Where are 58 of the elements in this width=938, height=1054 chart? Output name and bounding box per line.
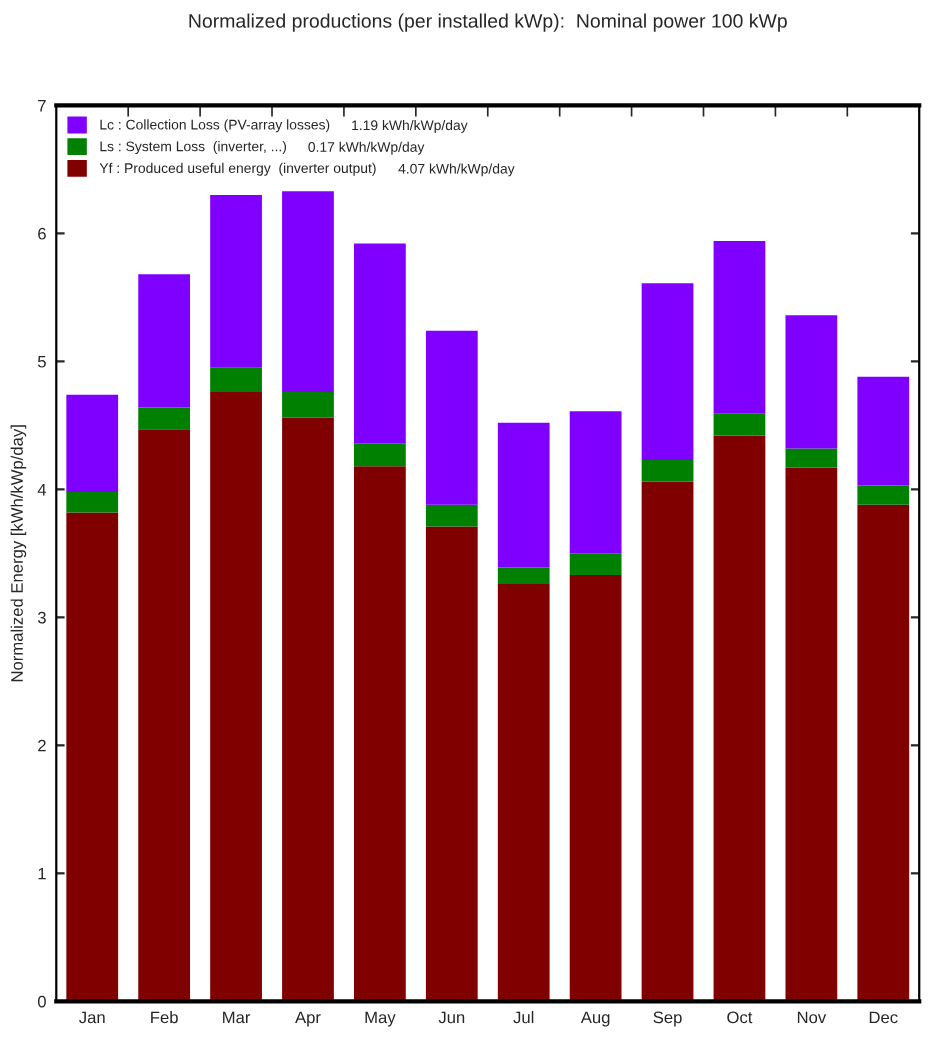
bar: [66, 512, 119, 1002]
x-tick-label: Jul: [513, 1011, 534, 1024]
y-tick-label: 0: [37, 995, 46, 1008]
y-tick-label: 4: [37, 483, 47, 496]
bar: [354, 443, 406, 467]
bar: [497, 567, 550, 585]
bar: [857, 485, 910, 505]
x-tick-label: May: [365, 1011, 396, 1027]
bar: [354, 466, 406, 1002]
bar: [569, 575, 622, 1002]
bar: [857, 504, 910, 1002]
bar: [425, 330, 478, 505]
bar: [138, 407, 191, 430]
bar: [66, 394, 119, 492]
bar: [282, 392, 334, 418]
bar: [354, 243, 406, 444]
bar: [785, 448, 838, 468]
bar: [497, 584, 550, 1002]
x-tick-label: Nov: [797, 1011, 827, 1024]
bar: [210, 194, 262, 368]
y-tick-label: 6: [38, 227, 46, 240]
y-tick-label: 7: [38, 99, 46, 112]
bar: [785, 467, 838, 1002]
x-tick-label: Dec: [869, 1011, 898, 1024]
bar: [569, 411, 622, 554]
bar: [641, 481, 694, 1002]
bar: [497, 422, 550, 568]
y-axis-title: Normalized Energy [kWh/kWp/day]: [10, 425, 27, 682]
bar: [713, 435, 766, 1002]
chart-title: Normalized productions (per installed kWp): Nominal power 100 kWp: [189, 13, 787, 32]
bar: [138, 274, 191, 408]
bar: [210, 367, 262, 393]
x-tick-label: Aug: [580, 1011, 610, 1027]
bar: [282, 417, 334, 1002]
bar: [857, 376, 910, 486]
x-tick-label: Feb: [151, 1011, 178, 1024]
x-tick-label: Jan: [79, 1011, 105, 1024]
y-tick-label: 3: [37, 611, 46, 624]
x-tick-label: Oct: [727, 1011, 753, 1024]
x-tick-label: Mar: [223, 1011, 251, 1024]
bar: [425, 526, 478, 1002]
bar: [713, 241, 766, 414]
bar: [569, 553, 622, 576]
bar: [282, 191, 334, 393]
bar: [713, 413, 766, 436]
y-tick-label: 1: [38, 867, 46, 880]
x-tick-label: Sep: [653, 1011, 682, 1027]
y-tick-label: 5: [37, 355, 46, 368]
bar: [210, 392, 262, 1002]
bar: [641, 283, 694, 460]
x-tick-label: Jun: [438, 1011, 465, 1024]
x-tick-label: Apr: [295, 1011, 321, 1027]
bar: [138, 429, 191, 1002]
bar: [425, 504, 478, 527]
y-tick-label: 2: [38, 739, 46, 752]
bar: [785, 315, 838, 449]
bar: [641, 459, 694, 482]
bar: [66, 491, 119, 513]
